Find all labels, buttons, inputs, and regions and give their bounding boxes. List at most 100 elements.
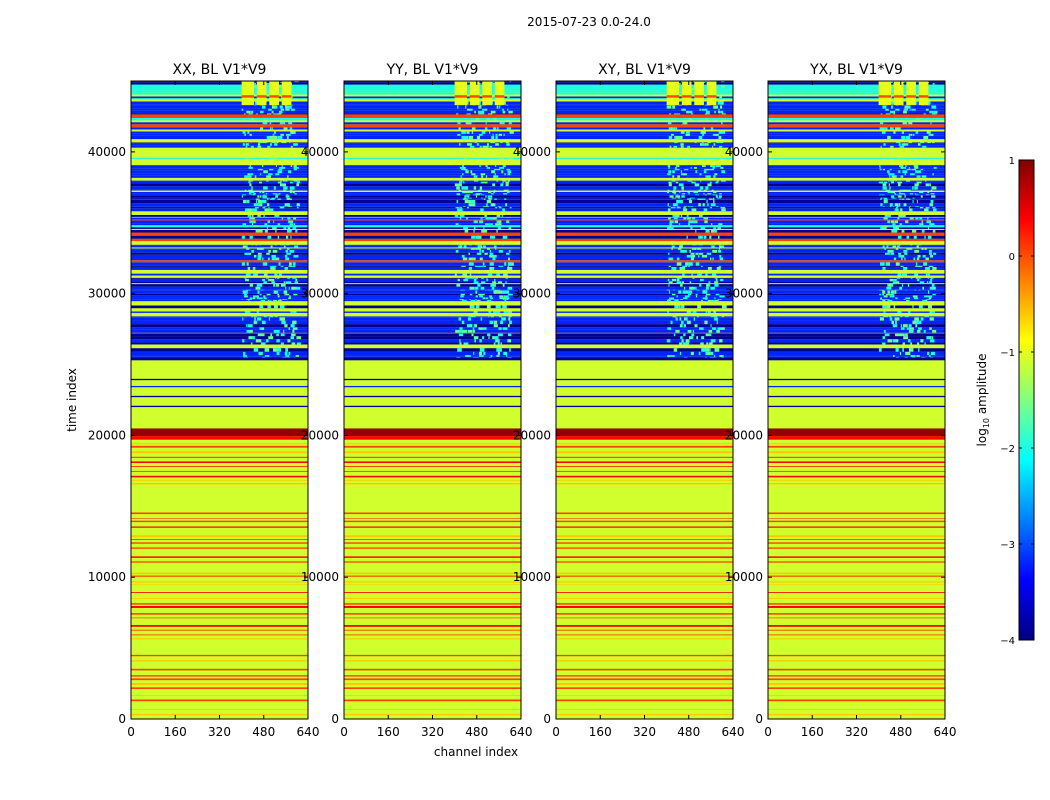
- rfi-mark: [274, 273, 278, 276]
- heatmap-band: [344, 576, 521, 579]
- rfi-mark: [681, 193, 686, 195]
- heatmap-band: [556, 142, 733, 144]
- rfi-mark: [901, 284, 904, 287]
- heatmap-band: [768, 308, 945, 312]
- rfi-mark: [924, 225, 928, 228]
- heatmap-band: [131, 151, 308, 155]
- rfi-mark: [717, 299, 722, 300]
- rfi-mark: [250, 145, 254, 148]
- rfi-mark: [293, 311, 297, 313]
- rfi-mark: [263, 316, 268, 318]
- heatmap-band: [344, 597, 521, 599]
- rfi-mark: [681, 173, 686, 176]
- rfi-mark: [244, 277, 247, 279]
- rfi-block: [482, 81, 492, 106]
- heatmap-band: [556, 150, 733, 152]
- heatmap-band: [556, 436, 733, 440]
- heatmap-band: [768, 101, 945, 105]
- heatmap-band: [344, 120, 521, 123]
- heatmap-band: [344, 342, 521, 345]
- rfi-mark: [506, 191, 510, 194]
- colorbar-label: log10 amplitude: [975, 354, 991, 447]
- rfi-mark: [469, 305, 475, 309]
- rfi-mark: [668, 181, 672, 184]
- rfi-mark: [933, 167, 937, 169]
- rfi-mark: [277, 170, 283, 174]
- rfi-mark: [901, 229, 905, 233]
- rfi-mark: [684, 168, 689, 171]
- heatmap-band: [768, 252, 945, 255]
- rfi-mark: [464, 168, 468, 171]
- rfi-mark: [247, 173, 249, 176]
- rfi-mark: [295, 180, 300, 182]
- heatmap-band: [556, 603, 733, 605]
- heatmap-band: [556, 609, 733, 614]
- heatmap-band: [768, 129, 945, 132]
- rfi-mark: [902, 170, 908, 174]
- rfi-mark: [882, 168, 886, 171]
- heatmap-band: [344, 387, 521, 396]
- heatmap-band: [768, 175, 945, 178]
- rfi-mark: [715, 195, 717, 198]
- heatmap-band: [768, 193, 945, 195]
- rfi-mark: [503, 133, 505, 136]
- heatmap-band: [344, 235, 521, 239]
- heatmap-band: [556, 113, 733, 115]
- rfi-mark: [497, 168, 501, 171]
- heatmap-band: [131, 235, 308, 239]
- rfi-mark: [265, 339, 269, 343]
- rfi-mark: [266, 277, 269, 279]
- heatmap-band: [344, 462, 521, 466]
- heatmap-band: [768, 500, 945, 503]
- rfi-mark: [249, 191, 251, 194]
- rfi-mark: [924, 295, 929, 298]
- rfi-mark: [930, 295, 933, 298]
- rfi-mark: [475, 244, 478, 246]
- rfi-mark: [486, 305, 491, 309]
- heatmap-band: [768, 592, 945, 593]
- heatmap-band: [556, 380, 733, 386]
- rfi-mark: [505, 181, 510, 184]
- rfi-mark: [670, 355, 675, 357]
- heatmap-band: [556, 661, 733, 666]
- rfi-mark: [698, 254, 700, 258]
- heatmap-band: [344, 479, 521, 481]
- rfi-mark: [247, 208, 252, 212]
- rfi-mark: [891, 191, 895, 194]
- rfi-mark: [477, 110, 483, 114]
- heatmap-band: [768, 520, 945, 523]
- rfi-mark: [487, 117, 491, 121]
- heatmap-band: [768, 675, 945, 677]
- heatmap-band: [556, 214, 733, 217]
- heatmap-band: [344, 183, 521, 187]
- rfi-mark: [243, 351, 246, 356]
- heatmap-band: [344, 512, 521, 515]
- rfi-mark: [271, 105, 276, 109]
- rfi-mark: [465, 122, 471, 125]
- rfi-mark: [702, 203, 705, 207]
- rfi-mark: [699, 284, 702, 287]
- heatmap-band: [556, 465, 733, 467]
- rfi-mark: [285, 355, 289, 357]
- heatmap-band: [344, 510, 521, 513]
- rfi-mark: [918, 244, 922, 246]
- rfi-mark: [901, 198, 905, 200]
- heatmap-band: [768, 660, 945, 662]
- rfi-mark: [701, 299, 703, 302]
- rfi-mark: [465, 84, 469, 89]
- rfi-mark: [492, 289, 497, 291]
- heatmap-band: [344, 520, 521, 523]
- rfi-mark: [929, 317, 934, 321]
- rfi-mark: [491, 170, 496, 174]
- rfi-mark: [493, 127, 497, 130]
- rfi-mark: [715, 206, 719, 208]
- rfi-mark: [674, 299, 679, 300]
- heatmap-band: [131, 618, 308, 622]
- rfi-mark: [286, 244, 290, 246]
- heatmap-band: [131, 98, 308, 100]
- rfi-mark: [902, 122, 908, 125]
- heatmap-band: [768, 195, 945, 198]
- heatmap-band: [131, 139, 308, 143]
- rfi-mark: [904, 105, 908, 109]
- rfi-mark: [456, 186, 460, 190]
